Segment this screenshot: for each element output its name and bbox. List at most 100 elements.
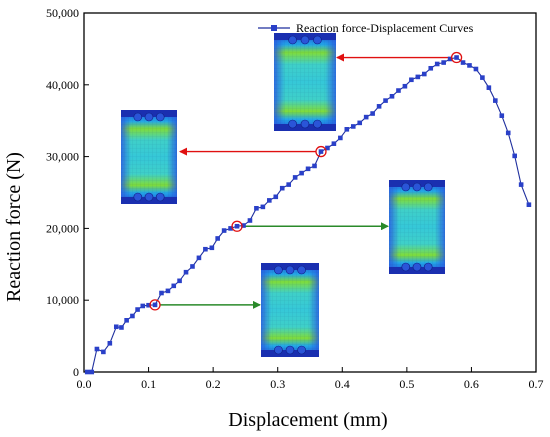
x-tick-label: 0.3 xyxy=(270,377,285,391)
simulation-images xyxy=(121,33,445,357)
data-point xyxy=(526,202,532,208)
data-point xyxy=(286,182,291,187)
data-point xyxy=(124,318,129,323)
highlight-circles xyxy=(149,51,463,311)
data-point xyxy=(409,77,414,83)
x-tick-label: 0.7 xyxy=(529,377,544,391)
data-point xyxy=(247,218,253,223)
y-tick-label: 10,000 xyxy=(46,293,79,307)
data-point xyxy=(292,175,298,180)
data-point xyxy=(101,349,106,355)
data-point xyxy=(350,124,356,129)
data-point xyxy=(183,269,189,275)
data-point xyxy=(203,246,208,252)
data-point xyxy=(159,290,164,296)
contour-top-roller xyxy=(300,35,310,45)
data-point xyxy=(279,185,285,191)
legend-label: Reaction force-Displacement Curves xyxy=(296,21,474,35)
x-tick-label: 0.5 xyxy=(399,377,414,391)
data-point xyxy=(376,104,382,109)
data-point xyxy=(318,149,324,154)
data-point xyxy=(190,264,195,269)
data-point xyxy=(299,170,304,176)
contour-bottom-roller xyxy=(412,262,422,272)
data-point xyxy=(415,74,421,80)
data-point xyxy=(234,223,240,229)
data-point xyxy=(389,93,395,99)
data-point xyxy=(331,141,337,146)
contour-top-roller xyxy=(285,265,295,275)
contour-top-roller xyxy=(288,35,297,45)
plot-frame xyxy=(83,12,537,373)
contour-top-roller xyxy=(313,35,322,45)
contour-mesh xyxy=(274,33,336,131)
contour-top-roller xyxy=(423,182,433,192)
y-tick-label: 20,000 xyxy=(46,221,79,235)
highlight-circle xyxy=(231,220,243,232)
contour-bottom-roller xyxy=(133,192,143,202)
x-tick-label: 0.4 xyxy=(335,377,350,391)
highlight-circle xyxy=(315,145,327,158)
data-point xyxy=(228,226,233,231)
contour-bottom-roller xyxy=(274,345,283,355)
y-tick-label: 30,000 xyxy=(46,150,79,164)
stress-contour-peak xyxy=(274,33,336,131)
data-point xyxy=(428,65,434,71)
contour-mesh xyxy=(261,263,319,357)
data-point xyxy=(434,61,440,67)
data-point xyxy=(344,127,350,132)
annotation-arrows xyxy=(160,53,452,309)
data-point xyxy=(254,205,259,211)
stress-contour-30k xyxy=(121,110,177,204)
data-point xyxy=(486,85,492,90)
contour-bottom-roller xyxy=(288,119,297,129)
x-tick-label: 0.2 xyxy=(206,377,221,391)
data-point xyxy=(130,313,135,319)
data-point xyxy=(473,66,479,72)
contour-bottom-roller xyxy=(155,192,165,202)
contour-top-roller xyxy=(133,112,143,122)
data-point xyxy=(177,278,182,284)
data-point xyxy=(84,369,90,375)
data-point xyxy=(454,55,459,60)
data-point xyxy=(447,56,453,62)
data-point xyxy=(312,163,317,169)
data-point xyxy=(363,114,369,120)
plot-axes xyxy=(83,12,537,373)
data-point xyxy=(370,111,375,116)
data-point xyxy=(171,283,177,289)
data-point xyxy=(467,63,472,68)
contour-top-roller xyxy=(401,182,411,192)
y-axis-title: Reaction force (N) xyxy=(3,152,25,302)
data-point xyxy=(383,98,388,103)
contour-mesh xyxy=(389,180,445,274)
contour-bottom-roller xyxy=(401,262,411,272)
x-axis-title: Displacement (mm) xyxy=(228,409,387,431)
data-point xyxy=(493,98,498,103)
stress-contour-20k xyxy=(389,180,445,274)
data-point xyxy=(94,346,100,352)
data-point xyxy=(146,302,151,308)
stress-contour-9k xyxy=(261,263,319,357)
highlight-circle xyxy=(450,51,463,64)
data-point xyxy=(499,113,505,118)
contour-bottom-roller xyxy=(297,345,306,355)
data-point xyxy=(267,198,272,203)
contour-top-roller xyxy=(155,112,165,122)
data-point xyxy=(421,71,427,77)
data-point xyxy=(357,120,363,126)
y-tick-label: 50,000 xyxy=(46,6,79,20)
data-point xyxy=(89,369,95,375)
data-point xyxy=(505,130,511,136)
contour-bottom-roller xyxy=(285,345,295,355)
contour-bottom-roller xyxy=(423,262,433,272)
data-point xyxy=(241,223,246,228)
data-point xyxy=(140,303,146,309)
highlight-circle xyxy=(149,299,161,311)
contour-top-roller xyxy=(144,112,154,122)
data-point xyxy=(215,236,220,241)
data-point xyxy=(209,245,215,251)
legend-marker-swatch xyxy=(271,25,277,31)
data-point xyxy=(113,324,119,330)
